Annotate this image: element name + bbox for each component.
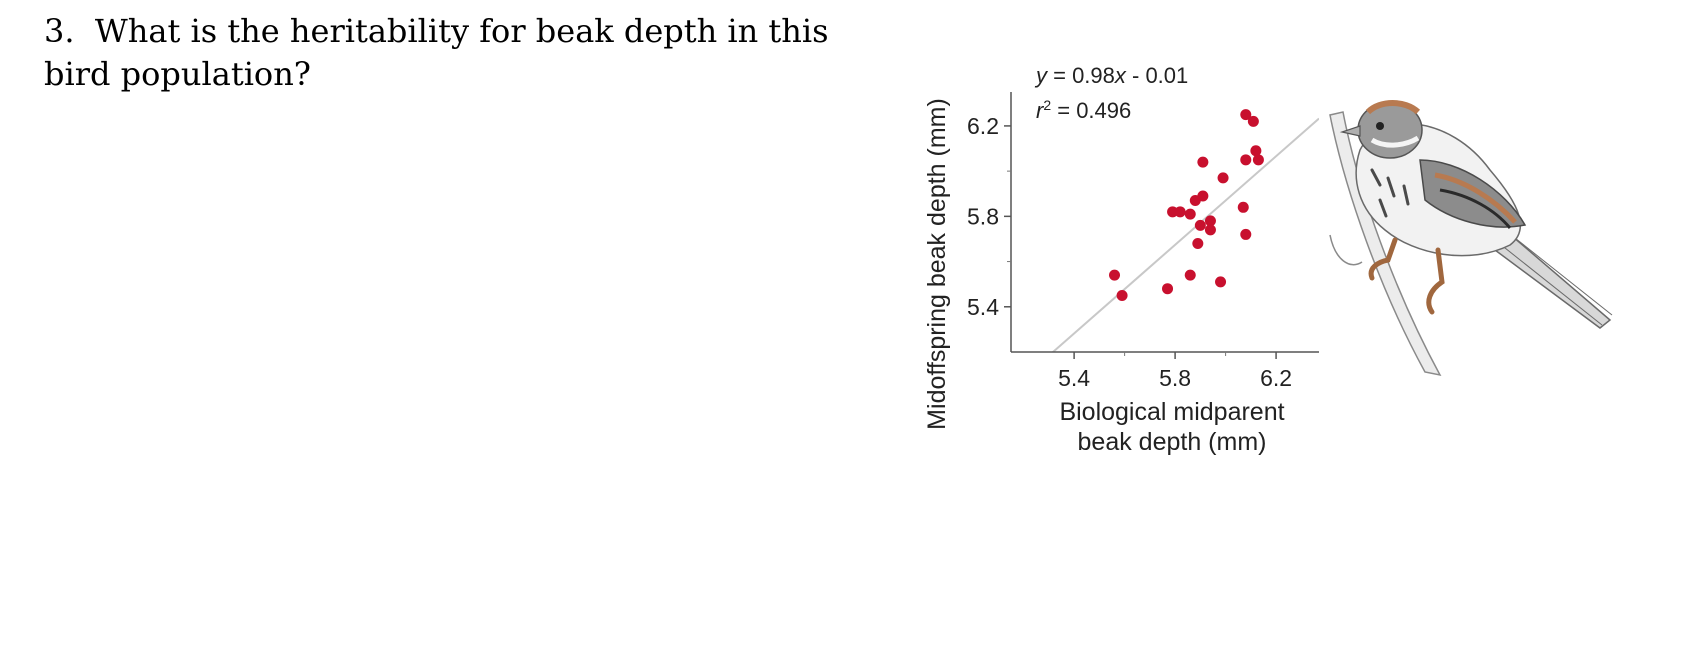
equation-annotation: y = 0.98x - 0.01 [1034,63,1188,88]
data-point [1204,215,1216,227]
question-number: 3. [44,12,75,50]
data-point [1162,283,1174,295]
x-tick-label: 5.4 [1058,365,1090,391]
data-point [1189,195,1201,207]
data-point [1197,156,1209,168]
data-point [1240,154,1252,166]
x-axis-label-line1: Biological midparent [1059,398,1284,426]
question-text: 3. What is the heritability for beak dep… [44,10,864,96]
data-point [1252,154,1264,166]
data-point [1109,269,1121,281]
data-point [1237,201,1249,213]
data-point [1194,219,1206,231]
data-point [1197,190,1209,202]
x-tick-label: 5.8 [1159,365,1191,391]
sparrow-illustration [1329,100,1613,377]
x-axis-label-line2: beak depth (mm) [1078,428,1267,456]
x-tick-label: 6.2 [1260,365,1292,391]
data-point [1247,115,1259,127]
data-point [1217,172,1229,184]
regression-line [1051,117,1319,352]
data-point [1240,109,1252,121]
data-point [1204,224,1216,236]
data-point [1250,145,1262,157]
data-point [1184,208,1196,220]
y-tick-label: 5.8 [967,203,999,229]
y-tick-label: 5.4 [967,294,999,320]
data-point [1174,206,1186,218]
y-axis-label: Midoffspring beak depth (mm) [923,98,951,430]
r-squared-annotation: r2 = 0.496 [1036,97,1131,123]
y-tick-label: 6.2 [967,113,999,139]
data-point [1184,269,1196,281]
question-body: What is the heritability for beak depth … [44,12,829,93]
data-point [1167,206,1179,218]
data-point [1192,237,1204,249]
data-point [1215,276,1227,288]
data-point [1240,228,1252,240]
data-point [1116,289,1128,301]
